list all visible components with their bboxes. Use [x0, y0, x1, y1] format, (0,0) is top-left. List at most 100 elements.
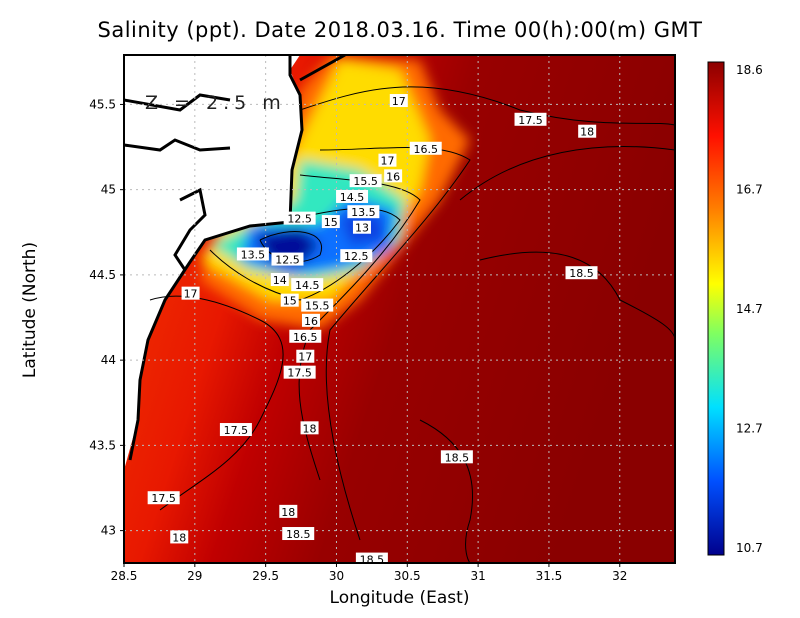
- land: [124, 55, 302, 470]
- y-tick-label: 43: [101, 524, 116, 538]
- chart-title: Salinity (ppt). Date 2018.03.16. Time 00…: [97, 18, 703, 42]
- x-tick-label: 28.5: [111, 569, 138, 583]
- contour-label: 14: [270, 273, 289, 287]
- svg-text:13.5: 13.5: [241, 248, 266, 261]
- svg-text:15: 15: [283, 295, 297, 308]
- contour-label: 15: [280, 293, 299, 308]
- depth-annotation: Z = 2.5 m: [145, 92, 286, 114]
- svg-text:12.5: 12.5: [344, 250, 369, 263]
- x-tick-label: 29: [187, 569, 202, 583]
- svg-text:18: 18: [580, 126, 594, 139]
- svg-text:16: 16: [386, 170, 400, 183]
- svg-text:17: 17: [392, 95, 406, 108]
- svg-text:17: 17: [184, 288, 198, 301]
- contour-label: 18: [300, 421, 319, 435]
- x-tick-label: 30.5: [394, 569, 421, 583]
- axis-ticks: 28.5 29 29.5 30 30.5 31 31.5 32 43 43.5 44 44.5 45 45…: [89, 97, 627, 583]
- svg-text:16.5: 16.5: [413, 143, 438, 156]
- contour-label: 16: [301, 313, 320, 328]
- svg-text:18: 18: [281, 506, 295, 519]
- svg-text:14: 14: [273, 274, 287, 287]
- x-axis-label: Longitude (East): [329, 588, 470, 608]
- contour-label: 12.5: [271, 252, 304, 267]
- contour-label: 18: [279, 504, 298, 519]
- svg-text:18: 18: [172, 531, 186, 544]
- contour-label: 15: [321, 215, 340, 229]
- contour-label: 18: [578, 124, 597, 139]
- contour-label: 17.5: [147, 491, 180, 505]
- svg-text:14.5: 14.5: [295, 279, 320, 292]
- contour-label: 14.5: [336, 189, 369, 204]
- contour-label: 14.5: [291, 278, 324, 292]
- contour-label: 16.5: [409, 141, 442, 156]
- x-tick-label: 32: [612, 569, 627, 583]
- contour-label: 17.5: [283, 365, 316, 380]
- svg-text:15: 15: [324, 216, 338, 229]
- colorbar: [707, 61, 725, 556]
- contour-lines: [149, 86, 675, 563]
- contour-label: 18.5: [565, 266, 598, 280]
- x-tick-label: 31: [470, 569, 485, 583]
- colorbar-label: 12.7: [736, 422, 763, 436]
- svg-text:12.5: 12.5: [287, 213, 312, 226]
- contour-label: 13: [352, 220, 371, 235]
- y-tick-label: 44: [101, 353, 116, 367]
- contour-label: 17.5: [219, 423, 252, 437]
- contour-label: 13.5: [347, 205, 380, 219]
- contour-label: 18.5: [355, 552, 388, 567]
- svg-text:12.5: 12.5: [275, 254, 300, 267]
- svg-text:16.5: 16.5: [293, 331, 318, 344]
- y-axis-label: Latitude (North): [20, 241, 40, 379]
- x-tick-label: 31.5: [536, 569, 563, 583]
- colorbar-label: 10.7: [736, 541, 763, 555]
- colorbar-label: 14.7: [736, 302, 763, 316]
- svg-text:17.5: 17.5: [518, 114, 543, 127]
- contour-label: 17: [181, 286, 200, 301]
- svg-text:18.5: 18.5: [360, 554, 385, 567]
- contour-label: 12.5: [283, 211, 316, 226]
- y-tick-label: 44.5: [89, 268, 116, 282]
- contour-label: 18.5: [282, 527, 315, 541]
- contour-label: 15.5: [301, 298, 334, 313]
- colorbar-labels: 18.6 16.7 14.7 12.7 10.7: [736, 63, 763, 555]
- contour-label: 18: [170, 530, 189, 544]
- contour-label: 18.5: [440, 450, 473, 464]
- svg-text:18: 18: [303, 422, 317, 435]
- svg-text:15.5: 15.5: [353, 175, 378, 188]
- x-tick-label: 29.5: [252, 569, 279, 583]
- svg-text:17.5: 17.5: [287, 367, 312, 380]
- contour-label: 17.5: [514, 112, 547, 127]
- y-tick-label: 43.5: [89, 438, 116, 452]
- contour-label: 17: [296, 349, 315, 364]
- contour-label: 13.5: [236, 247, 269, 261]
- y-tick-label: 45.5: [89, 97, 116, 111]
- svg-text:14.5: 14.5: [340, 191, 365, 204]
- contour-label: 17: [378, 153, 397, 168]
- svg-text:17: 17: [380, 155, 394, 168]
- svg-text:13.5: 13.5: [351, 206, 376, 219]
- colorbar-label: 16.7: [736, 183, 763, 197]
- svg-text:18.5: 18.5: [569, 267, 594, 280]
- svg-text:16: 16: [304, 315, 318, 328]
- svg-text:18.5: 18.5: [445, 451, 470, 464]
- grid-lines: [124, 55, 675, 563]
- svg-text:13: 13: [355, 222, 369, 235]
- svg-text:18.5: 18.5: [286, 528, 311, 541]
- contour-label: 16: [384, 169, 403, 183]
- y-tick-label: 45: [101, 183, 116, 197]
- coastline: [124, 55, 346, 461]
- svg-text:15.5: 15.5: [305, 300, 330, 313]
- contour-label: 17: [389, 94, 408, 108]
- contour-labels: 17 17.5 18 16.5 17 16 15.5 14.5 13.5 13 12.5 15 13.5…: [147, 94, 598, 567]
- contour-label: 16.5: [289, 329, 322, 344]
- svg-text:17.5: 17.5: [151, 492, 176, 505]
- plot-frame: [123, 54, 676, 564]
- colorbar-label: 18.6: [736, 63, 763, 77]
- svg-text:17.5: 17.5: [224, 424, 249, 437]
- x-tick-label: 30: [329, 569, 344, 583]
- contour-label: 15.5: [349, 174, 382, 188]
- contour-label: 12.5: [340, 249, 373, 263]
- svg-text:17: 17: [298, 351, 312, 364]
